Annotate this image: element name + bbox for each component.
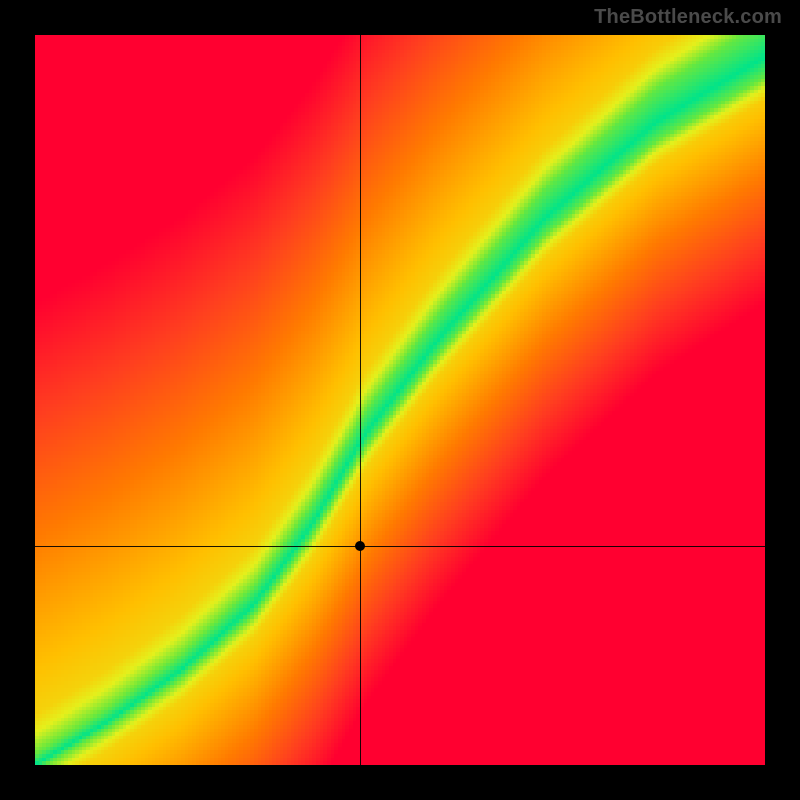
watermark-text: TheBottleneck.com — [594, 6, 782, 29]
plot-area — [35, 35, 765, 765]
crosshair-point — [355, 541, 365, 551]
heatmap-canvas — [35, 35, 765, 765]
crosshair-horizontal — [35, 546, 765, 547]
crosshair-vertical — [360, 35, 361, 765]
chart-frame: TheBottleneck.com — [0, 0, 800, 800]
